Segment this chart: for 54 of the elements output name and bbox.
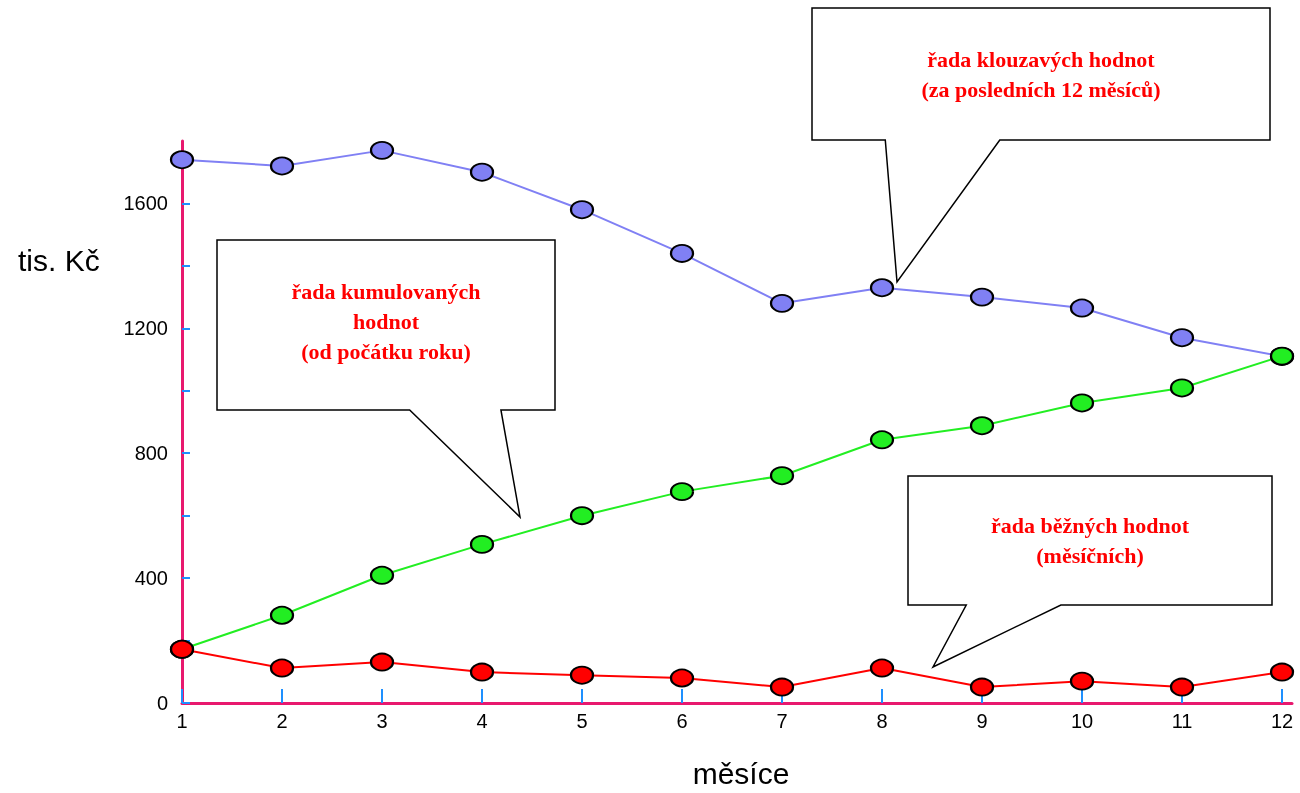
point [970,416,994,436]
x-tick-label: 9 [976,710,988,732]
point [170,150,194,170]
point [1070,671,1094,691]
point [1170,378,1194,398]
point [470,662,494,682]
point [470,162,494,182]
y-tick-label: 1600 [123,192,168,215]
point [870,658,894,678]
point [1270,662,1294,682]
point [570,506,594,526]
point [1070,393,1094,413]
point [770,466,794,486]
point [770,677,794,697]
y-tick-label: 1200 [123,317,168,340]
x-axis-title: měsíce [692,756,790,790]
point [270,156,294,176]
point [770,293,794,313]
point [470,534,494,554]
point [1070,298,1094,318]
x-tick-label: 1 [176,710,188,732]
point [970,677,994,697]
text: řada klouzavých hodnot (za posledních 12 měsíců) [921,46,1161,102]
point [570,200,594,220]
point [870,430,894,450]
x-tick-label: 10 [1070,710,1094,732]
x-tick-label: 11 [1171,710,1193,732]
x-tick-label: 3 [376,710,388,732]
y-tick-label: 800 [134,442,168,465]
x-tick-label: 8 [876,710,888,732]
point [370,652,394,672]
point [370,140,394,160]
annotation: řada běžných hodnot (měsíčních) [990,513,1190,568]
y-tick-label: 400 [134,567,168,590]
point [1170,328,1194,348]
x-tick-label: 12 [1270,710,1294,732]
point [970,287,994,307]
point [670,243,694,263]
x-tick-label: 4 [476,710,488,732]
point [670,668,694,688]
point [870,278,894,298]
x-tick-label: 2 [276,710,288,732]
x-tick-label: 7 [776,710,788,732]
point [670,482,694,502]
point [270,658,294,678]
x-tick-label: 6 [676,710,688,732]
point [570,665,594,685]
point [370,565,394,585]
y-tick-label: 0 [156,692,168,714]
x-tick-label: 5 [576,710,588,732]
annotation: řada kumulovaných hodnot (od počátku roku) [291,278,481,364]
point [270,605,294,625]
point [1170,677,1194,697]
y-axis-title: tis. Kč [18,243,100,277]
